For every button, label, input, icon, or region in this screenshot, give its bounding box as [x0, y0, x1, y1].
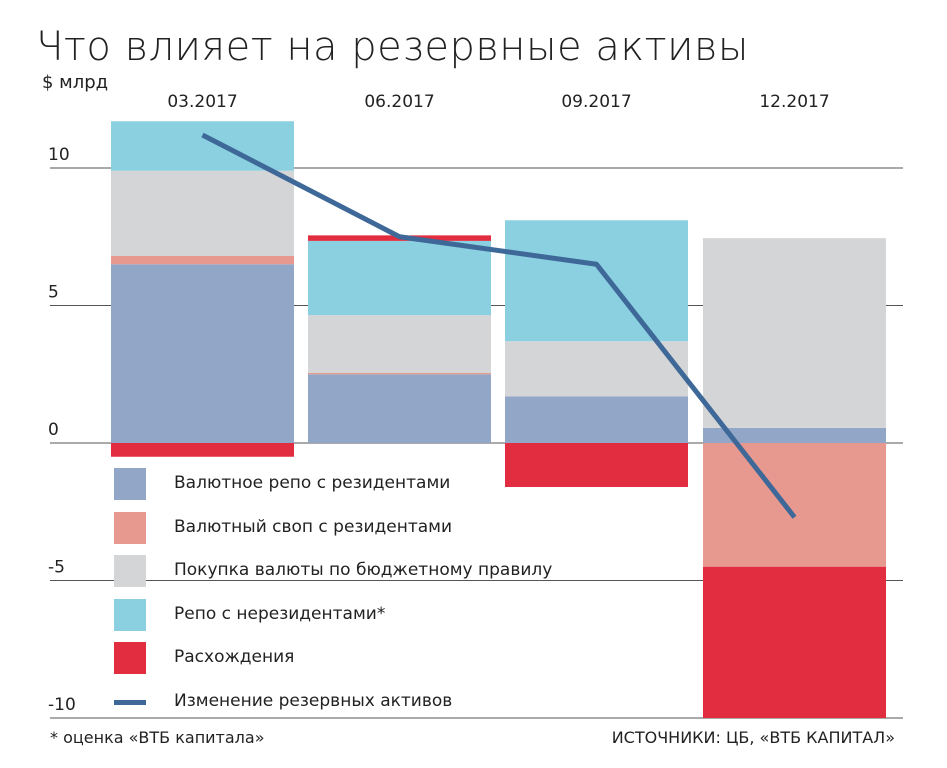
bar-segment [308, 315, 491, 373]
bar-segment [703, 238, 886, 428]
legend-label: Репо с нерезидентами* [174, 603, 386, 624]
line-layer [201, 132, 797, 519]
x-tick-label: 09.2017 [561, 92, 631, 112]
legend-label: Валютное репо с резидентами [174, 473, 451, 493]
bar-segment [308, 240, 491, 316]
bar-segment [703, 566, 886, 718]
x-tick-label: 06.2017 [364, 92, 434, 112]
bar-segment [505, 341, 688, 397]
bar-segment [505, 220, 688, 342]
legend-swatch [114, 555, 146, 587]
legend-swatch [114, 468, 146, 500]
legend-label: Расхождения [174, 647, 295, 667]
x-tick-label: 12.2017 [759, 92, 829, 112]
legend-label: Покупка валюты по бюджетному правилу [174, 560, 553, 580]
bar-segment [111, 170, 294, 256]
labels-layer: 10 5 0 -5 -10 03.2017 06.2017 09.2017 12.2017 [48, 92, 830, 715]
y-axis-unit-label: $ млрд [42, 72, 109, 93]
bar-segment [703, 443, 886, 567]
chart-title: Что влияет на резервные активы [36, 24, 749, 70]
bar-segment [505, 443, 688, 487]
legend-label: Изменение резервных активов [174, 690, 453, 711]
y-tick-label: 0 [48, 420, 59, 440]
bar-segment [308, 372, 491, 375]
bar-segment [505, 396, 688, 443]
legend-swatch [114, 598, 146, 631]
y-tick-label: -5 [48, 558, 65, 578]
bar-segment [308, 374, 491, 443]
reserve-change-line [201, 132, 797, 519]
bar-segment [111, 121, 294, 171]
source-note: ИСТОЧНИКИ: ЦБ, «ВТБ КАПИТАЛ» [611, 728, 895, 747]
bar-segment [111, 256, 294, 265]
y-tick-label: 10 [48, 145, 70, 165]
bar-segment [111, 443, 294, 457]
y-tick-label: 5 [48, 283, 59, 303]
x-tick-label: 03.2017 [167, 92, 237, 112]
legend-swatch [114, 511, 146, 544]
y-tick-label: -10 [48, 695, 76, 715]
bar-segment [111, 264, 294, 443]
bars-layer [111, 121, 886, 718]
footnote: * оценка «ВТБ капитала» [50, 728, 265, 747]
legend-line-swatch [114, 699, 146, 705]
legend-swatch [114, 642, 146, 674]
legend-label: Валютный своп с резидентами [174, 516, 453, 537]
bar-segment [703, 427, 886, 443]
